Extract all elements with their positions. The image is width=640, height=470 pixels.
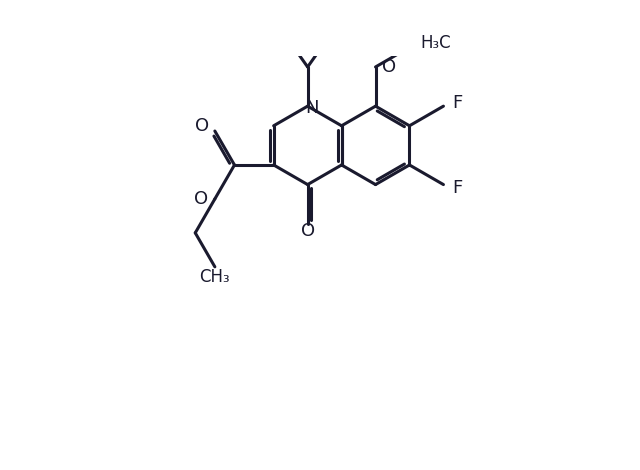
Text: F: F	[452, 94, 463, 112]
Text: O: O	[195, 118, 209, 135]
Text: H₃C: H₃C	[420, 34, 451, 52]
Text: CH₃: CH₃	[200, 268, 230, 286]
Text: O: O	[301, 222, 315, 240]
Text: N: N	[305, 99, 319, 117]
Text: O: O	[194, 190, 208, 208]
Text: F: F	[452, 179, 463, 196]
Text: O: O	[381, 58, 396, 76]
